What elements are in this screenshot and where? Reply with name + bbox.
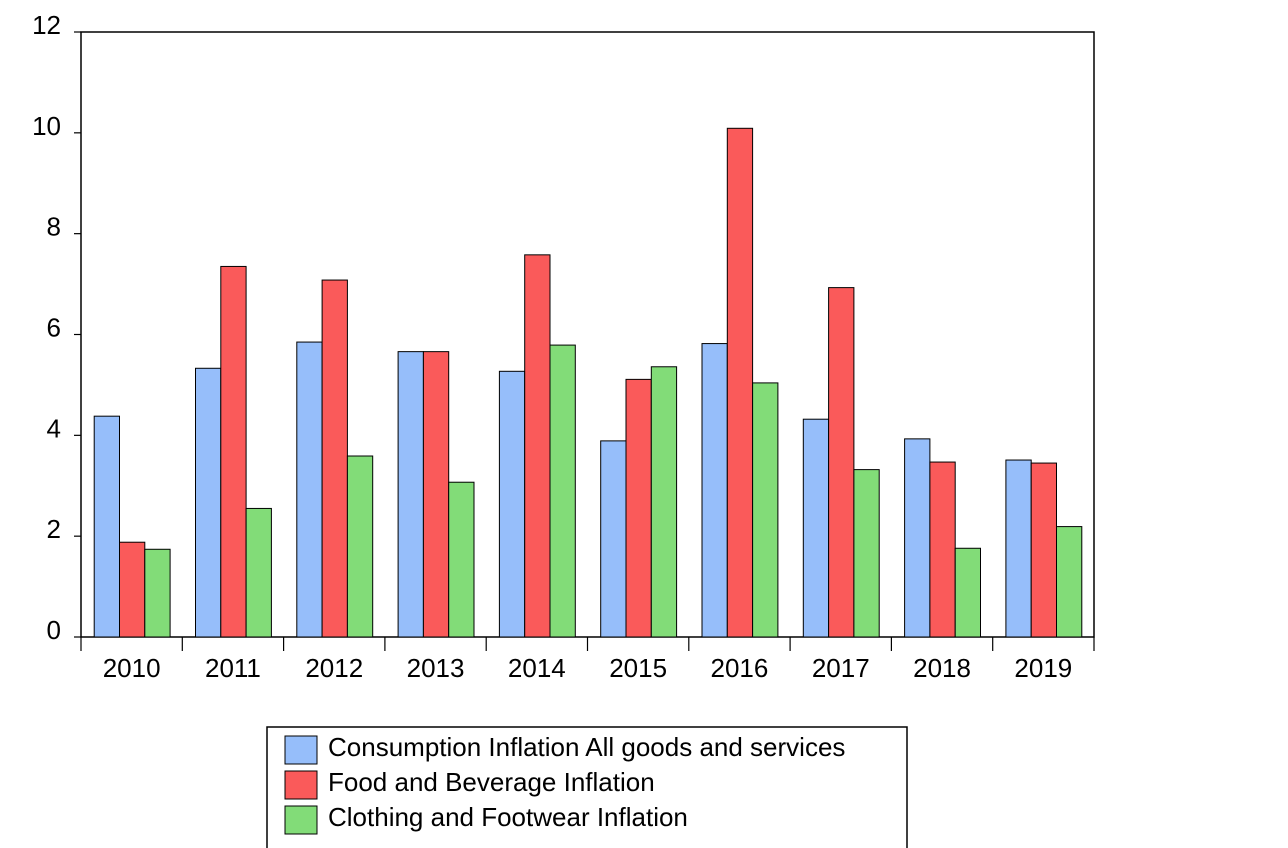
y-tick-label: 0 — [47, 615, 61, 645]
legend-swatch-consumption — [284, 735, 318, 765]
x-axis: 2010 2011 2012 2013 2014 2015 2016 2017 2018 2019 — [80, 637, 1095, 683]
bar-consumption-2015 — [600, 440, 627, 638]
x-tick-label: 2017 — [812, 653, 870, 683]
bar-food-2016 — [726, 127, 754, 638]
bar-clothing-2018 — [954, 547, 982, 638]
legend-box — [266, 726, 908, 848]
bar-food-2019 — [1030, 462, 1057, 638]
bar-consumption-2012 — [296, 341, 323, 638]
x-tick-label: 2010 — [103, 653, 161, 683]
legend: Consumption Inflation All goods and serv… — [266, 726, 908, 848]
bar-consumption-2019 — [1005, 459, 1032, 638]
bar-clothing-2016 — [752, 382, 779, 638]
bar-food-2010 — [119, 541, 146, 638]
y-tick-label: 12 — [32, 10, 61, 40]
y-tick-label: 8 — [47, 212, 61, 242]
bar-food-2017 — [828, 287, 855, 638]
x-tick-label: 2012 — [305, 653, 363, 683]
x-tick-label: 2015 — [609, 653, 667, 683]
bar-clothing-2017 — [853, 469, 880, 638]
legend-swatch-clothing — [284, 805, 318, 835]
bar-food-2014 — [524, 254, 551, 638]
bar-clothing-2019 — [1056, 526, 1083, 638]
bar-clothing-2012 — [346, 455, 374, 638]
bar-consumption-2010 — [93, 415, 120, 638]
y-tick-label: 6 — [47, 313, 61, 343]
bar-consumption-2014 — [498, 370, 526, 638]
bar-food-2013 — [422, 351, 450, 638]
legend-swatch-food — [284, 770, 318, 800]
bar-food-2015 — [625, 378, 652, 638]
y-axis: 0 2 4 6 8 10 12 — [32, 10, 81, 645]
y-tick-label: 2 — [47, 514, 61, 544]
x-tick-label: 2019 — [1014, 653, 1072, 683]
legend-label-clothing: Clothing and Footwear Inflation — [328, 802, 688, 832]
bar-clothing-2010 — [144, 548, 171, 638]
bar-food-2012 — [321, 279, 348, 638]
bar-food-2011 — [220, 265, 247, 638]
bar-consumption-2011 — [195, 367, 222, 638]
x-tick-label: 2018 — [913, 653, 971, 683]
bar-clothing-2013 — [448, 481, 475, 638]
bar-consumption-2016 — [701, 343, 728, 638]
x-tick-label: 2011 — [205, 653, 261, 683]
legend-label-food: Food and Beverage Inflation — [328, 767, 655, 797]
bar-clothing-2011 — [245, 507, 272, 638]
legend-label-consumption: Consumption Inflation All goods and serv… — [328, 732, 845, 762]
x-tick-label: 2013 — [407, 653, 465, 683]
bar-clothing-2014 — [549, 344, 576, 638]
bars — [93, 127, 1083, 638]
y-tick-label: 10 — [32, 111, 61, 141]
bar-consumption-2018 — [904, 438, 931, 638]
y-tick-label: 4 — [47, 413, 61, 443]
x-tick-label: 2014 — [508, 653, 566, 683]
bar-consumption-2013 — [397, 351, 424, 638]
bar-consumption-2017 — [802, 418, 830, 638]
x-tick-label: 2016 — [711, 653, 769, 683]
bar-clothing-2015 — [650, 366, 678, 638]
bar-food-2018 — [929, 461, 956, 638]
